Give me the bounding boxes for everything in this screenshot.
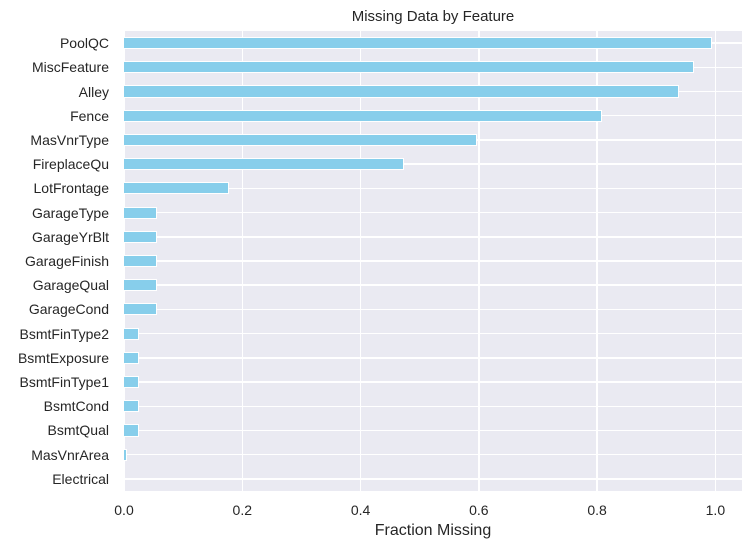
x-tick-label: 0.2: [232, 502, 252, 518]
bar-masvnrtype: [124, 133, 478, 146]
y-tick-label: MasVnrArea: [31, 446, 109, 463]
bar-bsmtfintype2: [124, 327, 140, 340]
bar-masvnrarea: [124, 448, 127, 461]
bar-bsmtfintype1: [124, 376, 139, 389]
bar-bsmtqual: [124, 424, 139, 437]
x-tick-label: 0.0: [114, 502, 134, 518]
y-tick-label: BsmtExposure: [17, 349, 109, 366]
y-tick-label: LotFrontage: [33, 180, 110, 197]
y-tick-label: GarageType: [31, 204, 109, 221]
y-gridline: [124, 429, 742, 432]
y-gridline: [124, 284, 742, 286]
bar-poolqc: [124, 37, 713, 50]
x-tick-label: 0.6: [469, 502, 489, 518]
bar-fence: [124, 109, 602, 122]
bar-miscfeature: [124, 61, 694, 74]
y-gridline: [124, 453, 742, 456]
y-gridline: [124, 163, 742, 165]
bar-bsmtexposure: [124, 351, 140, 364]
y-tick-label: FireplaceQu: [32, 156, 109, 173]
bar-garagefinish: [124, 254, 157, 268]
y-tick-label: GarageCond: [28, 301, 109, 318]
y-tick-label: MasVnrType: [30, 131, 109, 148]
y-gridline: [124, 236, 742, 238]
y-tick-label: Alley: [78, 83, 109, 100]
y-gridline: [124, 308, 742, 311]
y-tick-label: MiscFeature: [31, 59, 109, 76]
y-gridline: [124, 478, 742, 480]
bar-alley: [124, 85, 679, 98]
chart-title: Missing Data by Feature: [351, 8, 515, 25]
y-tick-label: Fence: [70, 107, 109, 124]
y-gridline: [124, 405, 742, 407]
bar-lotfrontage: [124, 182, 229, 195]
y-tick-label: BsmtCond: [43, 398, 109, 415]
x-tick-label: 0.8: [587, 502, 607, 518]
y-tick-label: Electrical: [52, 470, 109, 487]
bar-garagequal: [124, 279, 157, 292]
y-tick-label: GarageYrBlt: [31, 228, 109, 245]
y-gridline: [124, 357, 742, 359]
bar-bsmtcond: [124, 400, 139, 413]
bar-garagecond: [124, 303, 157, 316]
y-gridline: [124, 211, 742, 214]
y-gridline: [124, 381, 742, 383]
y-tick-label: GarageQual: [32, 277, 109, 294]
y-tick-label: BsmtFinType1: [19, 374, 109, 391]
bar-fireplacequ: [124, 158, 404, 171]
x-axis-label: Fraction Missing: [374, 522, 492, 539]
y-gridline: [124, 260, 742, 262]
x-tick-label: 1.0: [705, 502, 726, 518]
y-tick-label: BsmtFinType2: [19, 325, 109, 342]
bar-garageyrblt: [124, 230, 157, 243]
bar-garagetype: [124, 206, 157, 219]
plot-area: [123, 31, 742, 491]
y-tick-label: GarageFinish: [24, 253, 109, 269]
x-tick-label: 0.4: [350, 502, 371, 518]
y-gridline: [124, 187, 742, 190]
y-tick-label: BsmtQual: [47, 422, 109, 439]
bar-electrical: [124, 472, 125, 485]
y-gridline: [124, 332, 742, 335]
y-tick-label: PoolQC: [59, 35, 109, 52]
